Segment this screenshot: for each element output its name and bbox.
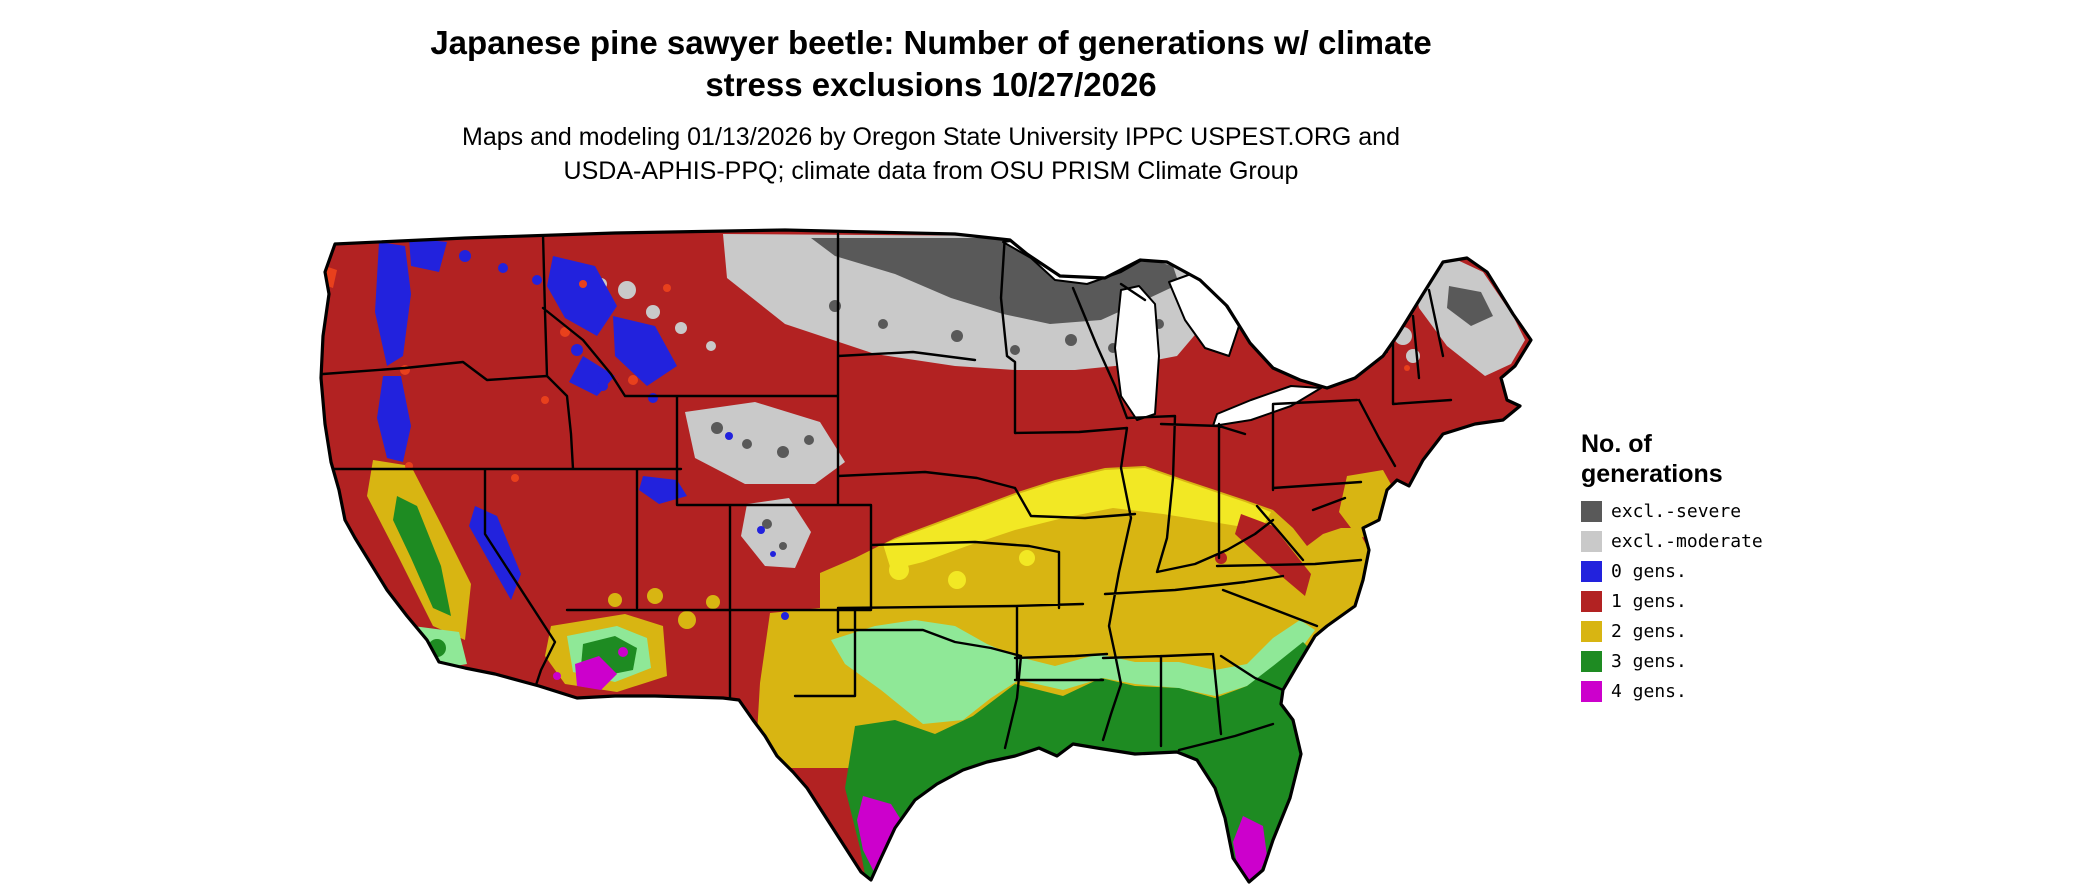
legend-swatch-excl-severe: [1581, 501, 1602, 522]
legend-title: No. of generations: [1581, 429, 1881, 489]
lake-michigan: [1114, 285, 1160, 421]
legend-label-1-gens: 1 gens.: [1611, 591, 1687, 612]
legend-label-2-gens: 2 gens.: [1611, 621, 1687, 642]
legend-swatch-3-gens: [1581, 651, 1602, 672]
title-line-1: Japanese pine sawyer beetle: Number of g…: [430, 24, 1432, 61]
legend-item-4-gens: 4 gens.: [1581, 679, 1881, 704]
state-borders: [321, 232, 1453, 752]
legend-swatch-4-gens: [1581, 681, 1602, 702]
legend-item-excl-severe: excl.-severe: [1581, 499, 1881, 524]
page-subtitle: Maps and modeling 01/13/2026 by Oregon S…: [231, 120, 1631, 188]
legend-swatch-0-gens: [1581, 561, 1602, 582]
lake-erie: [1212, 385, 1322, 427]
legend-swatch-1-gens: [1581, 591, 1602, 612]
legend-item-2-gens: 2 gens.: [1581, 619, 1881, 644]
region-excl-severe-rockies-specks: [711, 422, 814, 550]
page-title: Japanese pine sawyer beetle: Number of g…: [231, 22, 1631, 106]
region-0-gens: [375, 238, 789, 620]
legend-title-line-1: No. of: [1581, 430, 1652, 458]
legend-item-3-gens: 3 gens.: [1581, 649, 1881, 674]
legend-label-excl-moderate: excl.-moderate: [1611, 531, 1763, 552]
legend-swatch-2-gens: [1581, 621, 1602, 642]
subtitle-line-1: Maps and modeling 01/13/2026 by Oregon S…: [462, 123, 1400, 151]
legend-label-3-gens: 3 gens.: [1611, 651, 1687, 672]
map-legend: No. of generations excl.-severe excl.-mo…: [1581, 429, 1881, 709]
legend-item-excl-moderate: excl.-moderate: [1581, 529, 1881, 554]
legend-swatch-excl-moderate: [1581, 531, 1602, 552]
legend-label-4-gens: 4 gens.: [1611, 681, 1687, 702]
legend-title-line-2: generations: [1581, 460, 1723, 488]
title-line-2: stress exclusions 10/27/2026: [705, 66, 1157, 103]
us-map-svg: [319, 228, 1533, 884]
us-generations-map: [315, 228, 1535, 884]
subtitle-line-2: USDA-APHIS-PPQ; climate data from OSU PR…: [563, 157, 1299, 185]
legend-label-0-gens: 0 gens.: [1611, 561, 1687, 582]
region-2-gens-bright: [883, 468, 1271, 589]
us-outline: [319, 228, 1533, 884]
header: Japanese pine sawyer beetle: Number of g…: [231, 22, 1631, 188]
legend-item-0-gens: 0 gens.: [1581, 559, 1881, 584]
region-excl-moderate-rockies: [685, 402, 845, 568]
legend-label-excl-severe: excl.-severe: [1611, 501, 1742, 522]
legend-item-1-gens: 1 gens.: [1581, 589, 1881, 614]
